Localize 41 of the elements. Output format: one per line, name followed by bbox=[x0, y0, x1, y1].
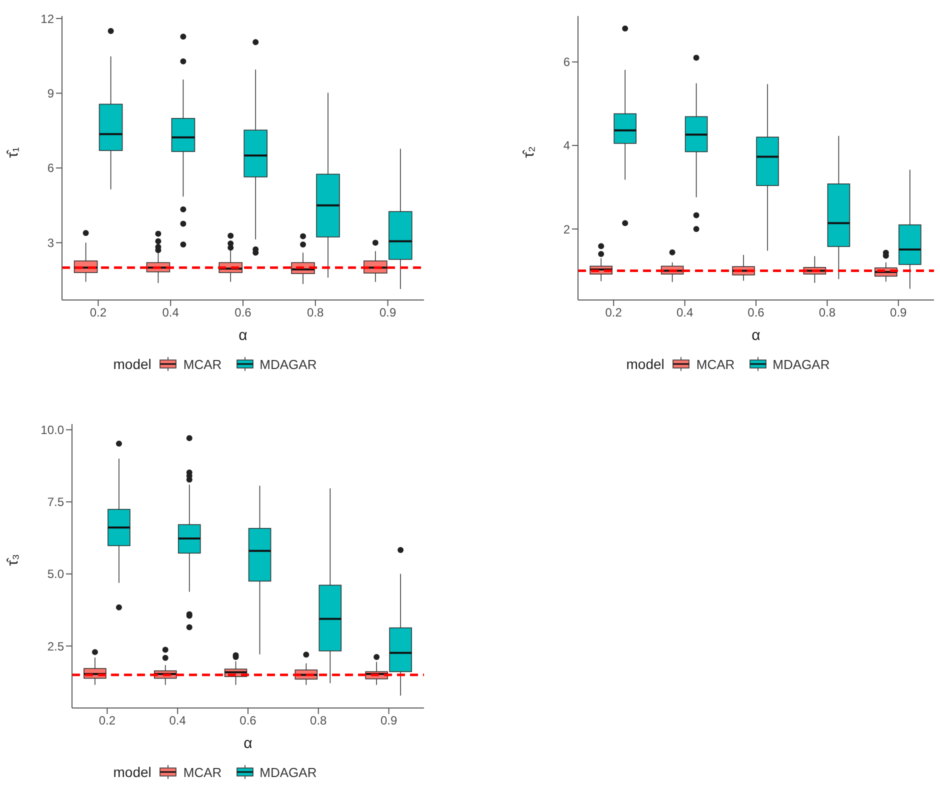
y-tick-label: 6 bbox=[563, 55, 570, 70]
x-tick-label: 0.2 bbox=[605, 306, 622, 320]
y-tick-label: 3 bbox=[47, 236, 54, 250]
x-tick-label: 0.4 bbox=[676, 306, 694, 320]
x-tick-label: 0.6 bbox=[748, 306, 765, 320]
y-tick-label: 5.0 bbox=[47, 567, 64, 582]
legend-label: MCAR bbox=[183, 356, 222, 372]
y-axis-title: τ̂₁ bbox=[4, 147, 22, 158]
y-tick-label: 12 bbox=[40, 12, 54, 26]
x-tick-label: 0.8 bbox=[307, 306, 324, 320]
y-tick-label: 2 bbox=[563, 222, 570, 236]
x-tick-label: 0.2 bbox=[98, 714, 116, 728]
x-axis-title: α bbox=[244, 735, 253, 752]
x-tick-label: 0.8 bbox=[818, 306, 836, 320]
legend-title: model bbox=[113, 356, 152, 372]
x-tick-label: 0.6 bbox=[240, 714, 257, 728]
x-tick-label: 0.4 bbox=[162, 306, 180, 320]
y-tick-label: 7.5 bbox=[47, 495, 64, 510]
x-axis-title: α bbox=[752, 327, 761, 344]
x-tick-label: 0.9 bbox=[890, 306, 908, 320]
y-tick-label: 6 bbox=[47, 161, 54, 176]
y-tick-label: 9 bbox=[47, 86, 54, 100]
y-axis-title: τ̂₂ bbox=[520, 146, 538, 158]
y-tick-label: 2.5 bbox=[47, 639, 64, 654]
legend-label: MCAR bbox=[696, 356, 735, 372]
x-tick-label: 0.4 bbox=[169, 714, 186, 728]
legend-label: MCAR bbox=[183, 764, 222, 780]
legend-title: model bbox=[626, 356, 664, 372]
legend-label: MDAGAR bbox=[260, 764, 317, 780]
legend-label: MDAGAR bbox=[772, 356, 830, 372]
x-axis-title: α bbox=[238, 327, 248, 344]
x-tick-label: 0.8 bbox=[310, 714, 328, 728]
x-tick-label: 0.2 bbox=[90, 306, 107, 320]
y-tick-label: 10.0 bbox=[40, 423, 64, 438]
x-tick-label: 0.6 bbox=[234, 306, 252, 320]
legend-label: MDAGAR bbox=[260, 356, 317, 372]
x-tick-label: 0.9 bbox=[380, 714, 398, 728]
legend-title: model bbox=[113, 764, 152, 780]
x-tick-label: 0.9 bbox=[379, 306, 396, 320]
y-axis-title: τ̂₃ bbox=[4, 554, 22, 566]
y-tick-label: 4 bbox=[563, 138, 570, 153]
